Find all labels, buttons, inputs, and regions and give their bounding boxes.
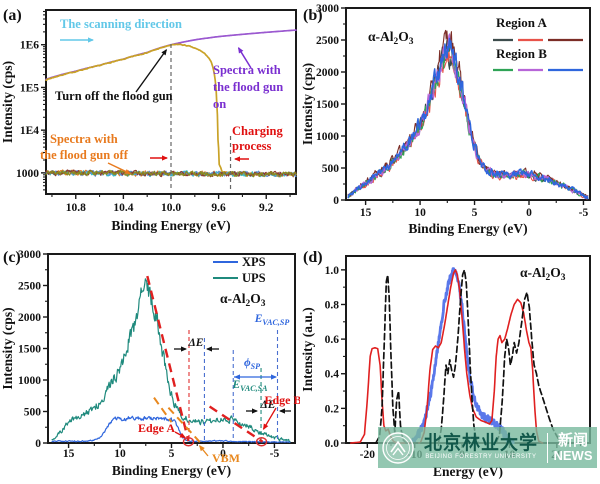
svg-text:Turn off the flood gun: Turn off the flood gun [55, 89, 173, 103]
svg-text:500: 500 [24, 407, 42, 419]
svg-text:15: 15 [360, 207, 372, 219]
svg-text:Charging: Charging [232, 124, 283, 138]
panel-b-svg: 15 10 5 0 -5 0 500 1000 1500 2000 2500 3000 Binding … [300, 3, 591, 236]
svg-text:0: 0 [333, 195, 339, 207]
svg-text:1E4: 1E4 [20, 125, 39, 137]
svg-text:Intensity (cps): Intensity (cps) [300, 63, 315, 145]
svg-text:process: process [232, 139, 271, 153]
svg-text:-5: -5 [579, 207, 589, 219]
svg-text:the flood gun off: the flood gun off [40, 148, 129, 162]
svg-text:9.6: 9.6 [211, 202, 226, 214]
svg-text:ϕSP: ϕSP [244, 357, 260, 371]
watermark-banner: 北京林业大学 BEIJING FORESTRY UNIVERSITY 新闻 NE… [378, 427, 597, 468]
svg-text:1000: 1000 [18, 375, 41, 387]
watermark-news-cn: 新闻 [557, 430, 588, 449]
svg-text:(b): (b) [303, 7, 323, 24]
svg-text:1500: 1500 [316, 99, 339, 111]
svg-text:10.0: 10.0 [161, 202, 181, 214]
panel-a-svg: 10.8 10.4 10.0 9.6 9.2 1000 1E4 1E5 1E6 Binding E… [0, 7, 297, 233]
svg-text:5: 5 [169, 448, 175, 460]
watermark-university-name-en: BEIJING FORESTRY UNIVERSITY [425, 454, 537, 460]
svg-text:-5: -5 [270, 448, 280, 460]
svg-text:10: 10 [114, 448, 126, 460]
svg-text:α-Al2O3: α-Al2O3 [368, 29, 414, 47]
svg-text:Edge B: Edge B [264, 393, 300, 407]
svg-text:0.6: 0.6 [325, 334, 340, 346]
svg-text:Intensity (cps): Intensity (cps) [0, 61, 15, 143]
svg-text:Intensity (a.u.): Intensity (a.u.) [300, 307, 315, 391]
svg-text:2500: 2500 [18, 281, 41, 293]
panel-c-svg: 15 10 5 0 -5 0 500 1000 1500 2000 2500 3000 Binding … [0, 249, 300, 478]
svg-text:1E6: 1E6 [20, 40, 39, 52]
svg-text:α-Al2O3: α-Al2O3 [220, 291, 266, 309]
svg-text:Binding Energy (eV): Binding Energy (eV) [408, 221, 527, 236]
svg-text:5: 5 [472, 207, 478, 219]
university-logo-icon [381, 431, 415, 465]
svg-text:1000: 1000 [16, 168, 39, 180]
svg-text:3000: 3000 [316, 3, 339, 15]
svg-text:EVAC,SP: EVAC,SP [254, 313, 290, 327]
svg-text:10.4: 10.4 [113, 202, 133, 214]
watermark-university-name: 北京林业大学 BEIJING FORESTRY UNIVERSITY [419, 432, 543, 460]
watermark-divider [547, 432, 548, 463]
svg-text:1E5: 1E5 [20, 82, 39, 94]
svg-text:VBM: VBM [212, 451, 240, 465]
svg-text:9.2: 9.2 [259, 202, 274, 214]
svg-text:Intensity (cps): Intensity (cps) [0, 307, 15, 389]
svg-text:EVAC,SA: EVAC,SA [231, 379, 268, 393]
svg-text:2000: 2000 [18, 312, 41, 324]
watermark-news-en: NEWS [553, 447, 593, 463]
svg-text:2500: 2500 [316, 35, 339, 47]
svg-text:0.2: 0.2 [325, 403, 340, 415]
svg-text:Region B: Region B [496, 46, 547, 61]
svg-text:0: 0 [35, 438, 41, 450]
svg-text:1500: 1500 [18, 344, 41, 356]
svg-text:0: 0 [526, 207, 532, 219]
svg-text:ΔE: ΔE [188, 337, 204, 349]
svg-text:(a): (a) [3, 7, 22, 24]
svg-text:The scanning direction: The scanning direction [60, 17, 182, 31]
svg-text:10: 10 [414, 207, 426, 219]
watermark-news-tag: 新闻 NEWS [552, 430, 594, 463]
svg-text:3000: 3000 [18, 249, 41, 261]
svg-text:ΔE: ΔE [260, 399, 276, 411]
svg-text:(d): (d) [303, 249, 323, 266]
svg-text:the flood gun: the flood gun [213, 80, 283, 94]
svg-text:Spectra with: Spectra with [213, 63, 281, 77]
svg-text:500: 500 [322, 163, 340, 175]
svg-text:-20: -20 [360, 449, 376, 461]
svg-text:XPS: XPS [242, 255, 266, 269]
svg-text:α-Al2O3: α-Al2O3 [520, 265, 566, 283]
svg-text:10.8: 10.8 [66, 202, 86, 214]
svg-text:(c): (c) [3, 249, 21, 266]
svg-text:0: 0 [220, 448, 226, 460]
svg-text:Region A: Region A [496, 15, 548, 30]
svg-text:UPS: UPS [242, 271, 266, 285]
svg-text:1.0: 1.0 [325, 265, 340, 277]
svg-text:0.4: 0.4 [325, 369, 340, 381]
svg-text:0.8: 0.8 [325, 299, 340, 311]
svg-text:on: on [213, 97, 226, 111]
svg-text:Binding Energy (eV): Binding Energy (eV) [112, 463, 231, 478]
watermark-university-name-cn: 北京林业大学 [424, 432, 538, 455]
svg-text:15: 15 [63, 448, 75, 460]
svg-text:1000: 1000 [316, 131, 339, 143]
svg-text:0.0: 0.0 [325, 438, 340, 450]
svg-text:2000: 2000 [316, 67, 339, 79]
svg-text:Spectra with: Spectra with [50, 132, 118, 146]
svg-text:Binding Energy (eV): Binding Energy (eV) [111, 218, 230, 233]
svg-text:Edge A: Edge A [138, 421, 175, 435]
